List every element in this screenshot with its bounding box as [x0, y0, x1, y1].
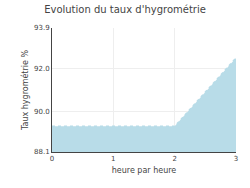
svg-text:93.9: 93.9: [34, 24, 50, 32]
svg-text:90.0: 90.0: [34, 108, 50, 116]
svg-text:1: 1: [111, 155, 115, 163]
svg-text:Evolution du taux d'hygrométri: Evolution du taux d'hygrométrie: [44, 4, 206, 15]
svg-text:92.0: 92.0: [34, 65, 50, 73]
svg-text:3: 3: [234, 155, 238, 163]
svg-text:88.1: 88.1: [34, 148, 50, 156]
svg-text:0: 0: [50, 155, 54, 163]
svg-text:2: 2: [172, 155, 176, 163]
svg-text:heure par heure: heure par heure: [112, 166, 177, 175]
svg-text:Taux hygrométrie %: Taux hygrométrie %: [20, 50, 30, 132]
